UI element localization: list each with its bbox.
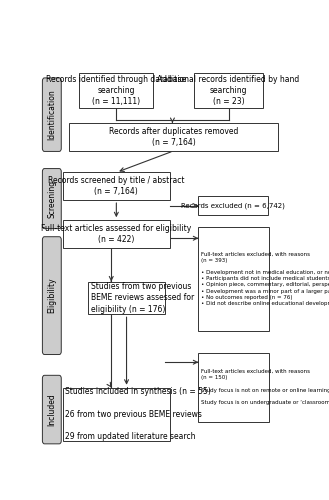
FancyBboxPatch shape — [69, 123, 278, 151]
FancyBboxPatch shape — [198, 352, 269, 422]
Text: Records screened by title / abstract
(n = 7,164): Records screened by title / abstract (n … — [48, 176, 185, 197]
FancyBboxPatch shape — [42, 376, 61, 444]
Text: Screening: Screening — [47, 180, 56, 218]
Text: Studies included in synthesis (n = 55)

26 from two previous BEME reviews

29 fr: Studies included in synthesis (n = 55) 2… — [65, 388, 211, 441]
Text: Full-text articles excluded, with reasons
(n = 393)

• Development not in medica: Full-text articles excluded, with reason… — [201, 252, 329, 306]
FancyBboxPatch shape — [42, 168, 61, 228]
FancyBboxPatch shape — [63, 220, 170, 248]
Text: Full-text articles assessed for eligibility
(n = 422): Full-text articles assessed for eligibil… — [41, 224, 191, 244]
FancyBboxPatch shape — [63, 388, 170, 441]
FancyBboxPatch shape — [63, 172, 170, 200]
Text: Full-text articles excluded, with reasons
(n = 150)

Study focus is not on remot: Full-text articles excluded, with reason… — [201, 369, 329, 405]
FancyBboxPatch shape — [42, 236, 61, 354]
FancyBboxPatch shape — [79, 74, 153, 108]
Text: Records identified through database
searching
(n = 11,111): Records identified through database sear… — [46, 75, 187, 106]
FancyBboxPatch shape — [42, 78, 61, 152]
Text: Records excluded (n = 6,742): Records excluded (n = 6,742) — [181, 202, 285, 209]
Text: Identification: Identification — [47, 90, 56, 140]
FancyBboxPatch shape — [198, 226, 269, 330]
Text: Studies from two previous
BEME reviews assessed for
eligibility (n = 176): Studies from two previous BEME reviews a… — [91, 282, 194, 314]
Text: Additional records identified by hand
searching
(n = 23): Additional records identified by hand se… — [157, 75, 300, 106]
FancyBboxPatch shape — [194, 74, 263, 108]
Text: Eligibility: Eligibility — [47, 278, 56, 314]
Text: Included: Included — [47, 393, 56, 426]
FancyBboxPatch shape — [88, 282, 165, 314]
FancyBboxPatch shape — [198, 196, 268, 215]
Text: Records after duplicates removed
(n = 7,164): Records after duplicates removed (n = 7,… — [109, 127, 239, 147]
